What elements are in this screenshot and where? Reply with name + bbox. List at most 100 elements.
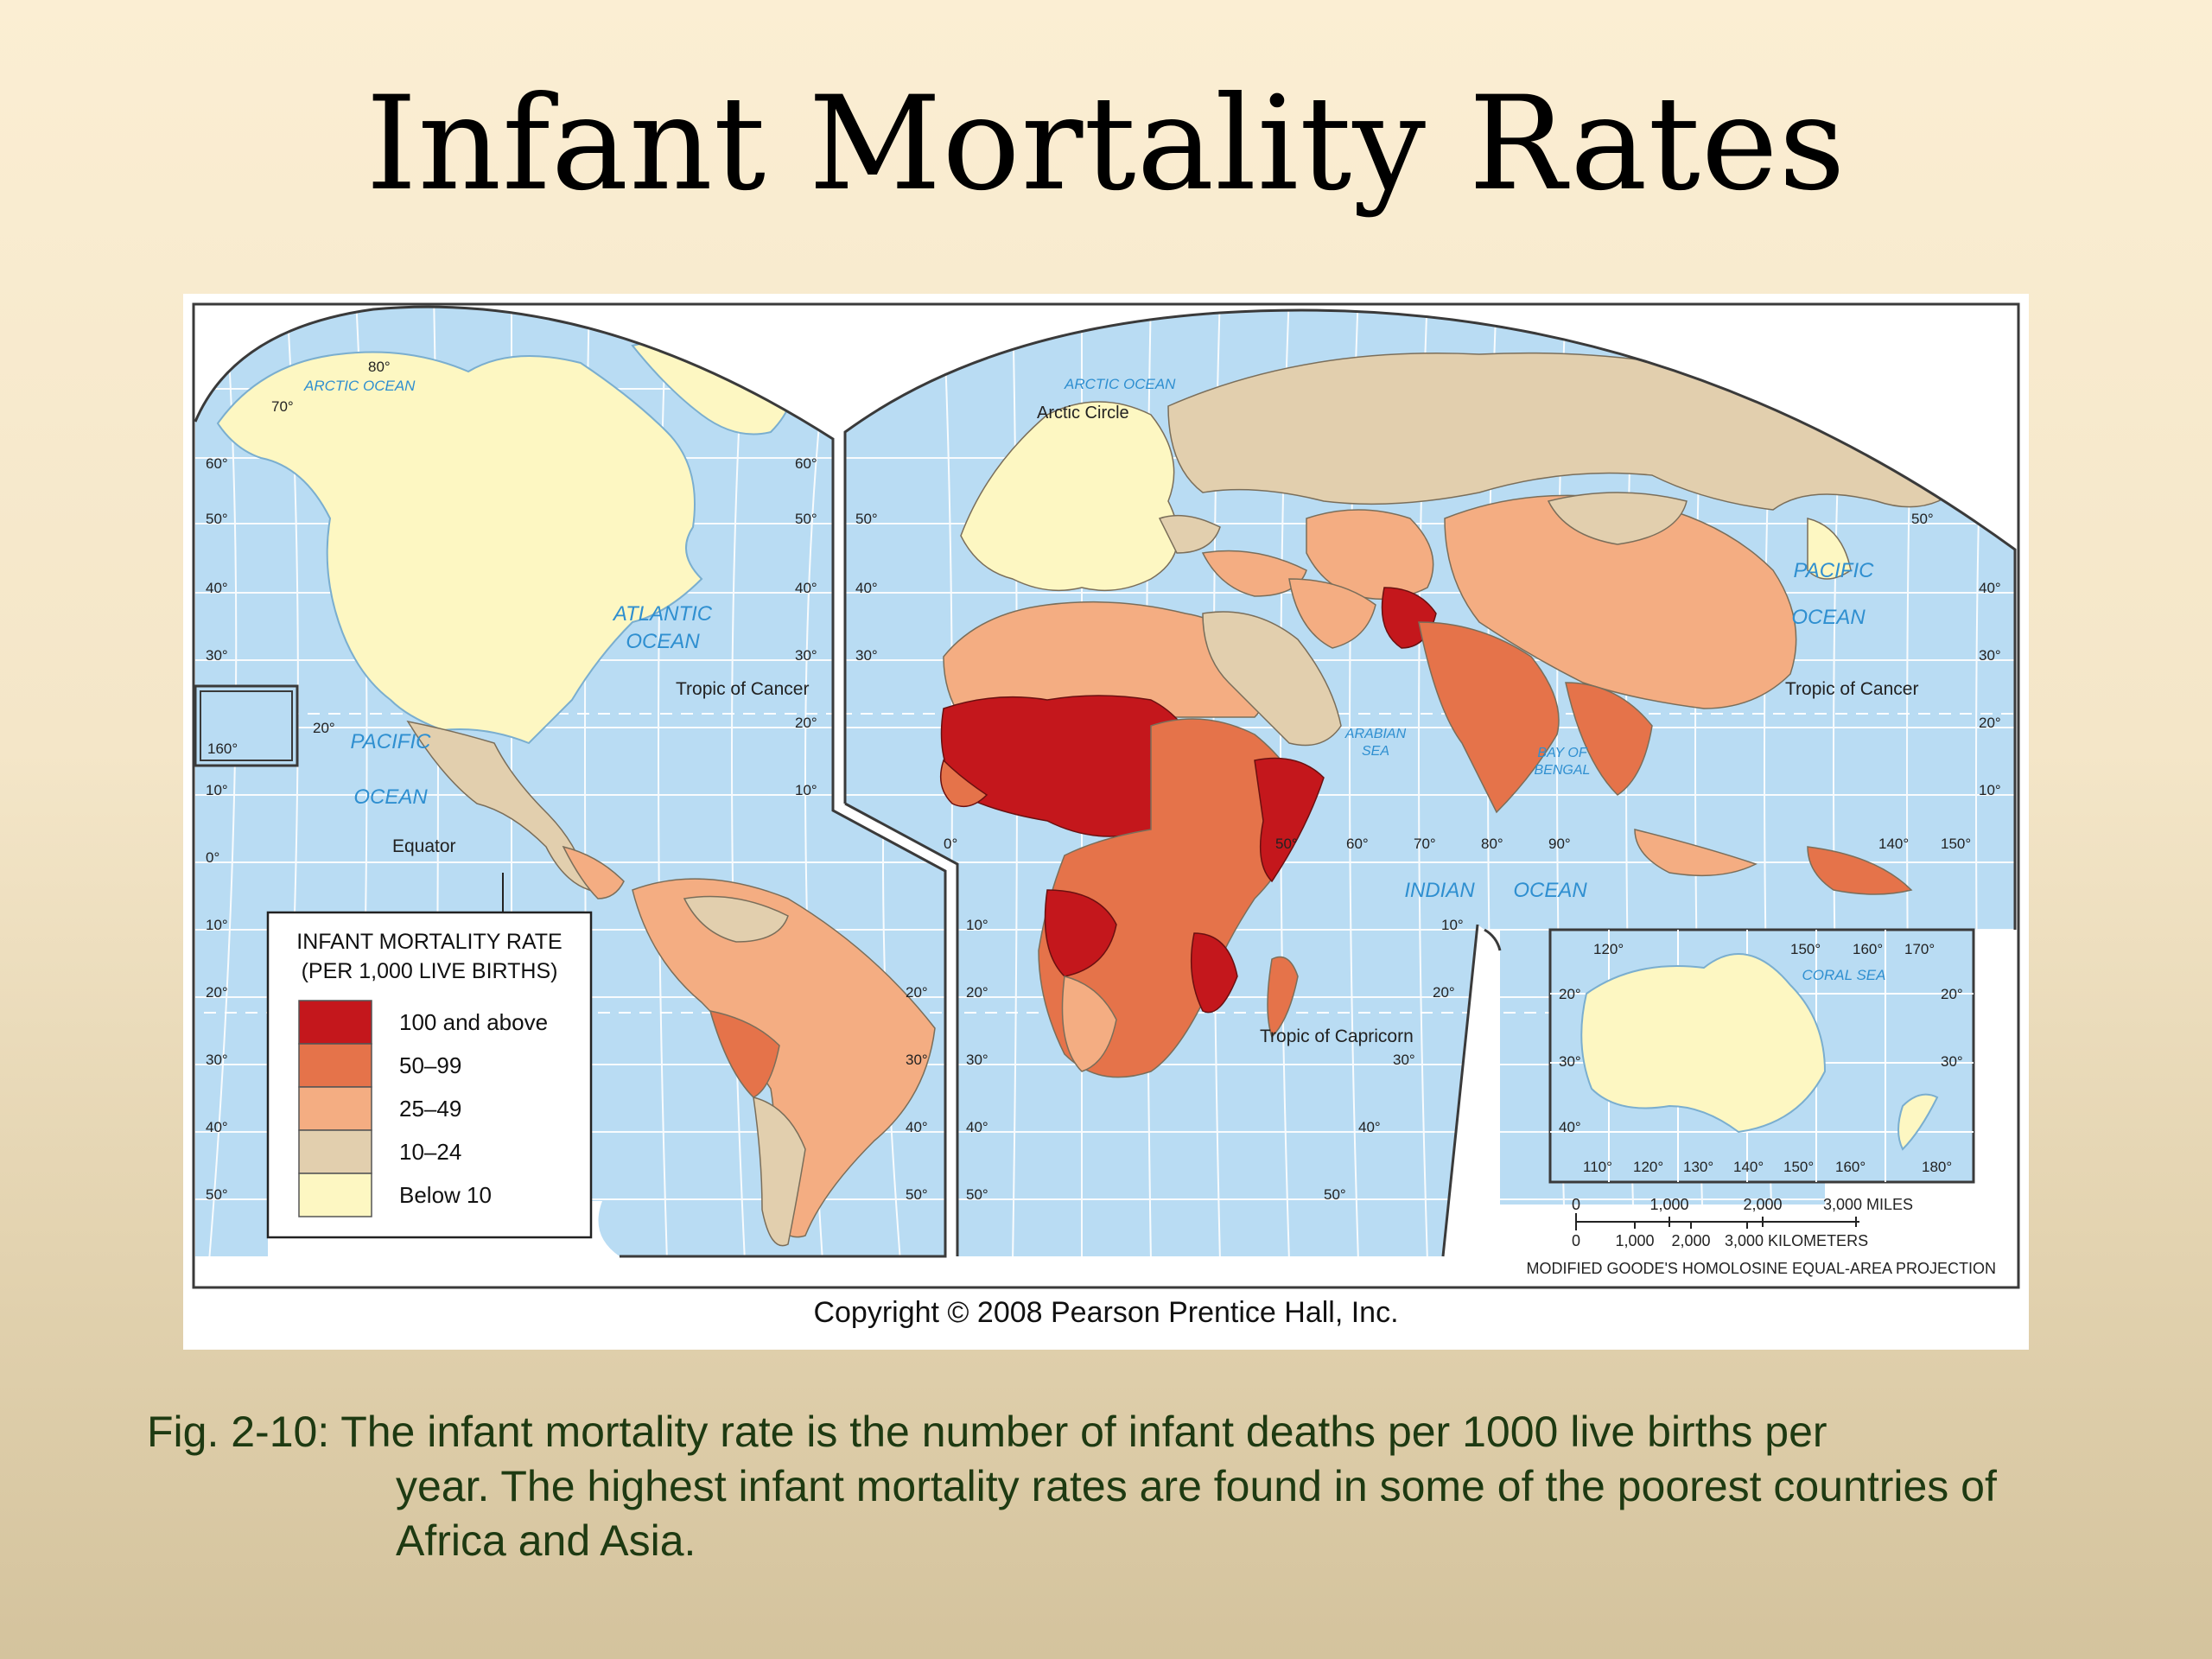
label-pacific-east-1: PACIFIC — [1794, 559, 1875, 582]
label-bengal-1: BAY OF — [1537, 746, 1587, 760]
lat-label-west-right: 10° — [795, 782, 817, 798]
lon-label-east: 60° — [1346, 836, 1369, 852]
lat-label-east-left: 10° — [966, 917, 988, 933]
lon-label-inset-bottom: 150° — [1783, 1159, 1814, 1175]
label-arctic-ocean-east: ARCTIC OCEAN — [1064, 376, 1176, 392]
slide-title: Infant Mortality Rates — [365, 69, 1847, 219]
iran-region — [1288, 578, 1376, 649]
legend-label: 25–49 — [399, 1096, 461, 1122]
label-indian-1: INDIAN — [1404, 879, 1475, 902]
legend-label: Below 10 — [399, 1182, 492, 1208]
lon-label-inset-bottom: 160° — [1835, 1159, 1866, 1175]
lon-label-inset-top: 170° — [1904, 941, 1935, 957]
madagascar-land — [1267, 956, 1299, 1039]
south-asia-region — [1418, 621, 1560, 814]
label-tropic-cancer-west: Tropic of Cancer — [676, 679, 809, 699]
feature-labels: Arctic Circle Tropic of Cancer Tropic of… — [392, 404, 1918, 1046]
caption-lead: Fig. 2-10: The infant mortality rate is … — [147, 1408, 1827, 1456]
scale-km-0: 0 — [1572, 1232, 1580, 1249]
scale-km-2000: 2,000 — [1671, 1232, 1710, 1249]
legend-title: INFANT MORTALITY RATE — [296, 930, 562, 954]
lon-label-east: 70° — [1414, 836, 1436, 852]
grid-labels: 80° 70° 60° 50° 40° 30° 20° 10° 0° 10° 20° 30° 40° 50… — [206, 359, 2001, 1203]
lat-label-east-left: 50° — [855, 511, 878, 527]
lat-label-east-right: 50° — [1911, 511, 1934, 527]
namibia-region — [1061, 976, 1117, 1072]
caption-rest: year. The highest infant mortality rates… — [396, 1462, 1997, 1565]
legend-swatch — [298, 1086, 372, 1131]
lat-label-east-right: 40° — [1979, 580, 2001, 596]
lat-label-west-left: 10° — [206, 917, 228, 933]
lon-label-hawaii: 160° — [207, 741, 238, 757]
scale-bar: 0 1,000 2,000 3,000 MILES 0 1,000 2,000 … — [1526, 1196, 1996, 1277]
lat-label-east-right: 50° — [1324, 1186, 1346, 1203]
lat-label-west-left: 0° — [206, 849, 219, 866]
lat-label-east-right: 10° — [1979, 782, 2001, 798]
legend-swatch — [298, 1173, 372, 1217]
lat-label-east-right: 20° — [1433, 984, 1455, 1001]
lon-label-east: 90° — [1548, 836, 1571, 852]
new-zealand-land — [1897, 1093, 1939, 1151]
hawaii-inset — [194, 684, 299, 767]
lon-label-inset-bottom: 120° — [1633, 1159, 1663, 1175]
legend-label: 50–99 — [399, 1052, 461, 1078]
copyright-note: Copyright © 2008 Pearson Prentice Hall, … — [813, 1296, 1399, 1329]
legend-label: 100 and above — [399, 1009, 548, 1035]
lat-label-west-left: 20° — [206, 984, 228, 1001]
lat-label-west-left: 50° — [206, 511, 228, 527]
southern-cone-region — [753, 1096, 806, 1247]
north-america-land — [216, 351, 703, 745]
ocean-labels: ARCTIC OCEAN ARCTIC OCEAN ATLANTIC OCEAN… — [303, 376, 1886, 983]
scale-mi-1000: 1,000 — [1649, 1196, 1688, 1213]
label-atlantic-1: ATLANTIC — [612, 602, 713, 626]
lat-label-inset-right: 20° — [1941, 986, 1963, 1002]
lat-label-east-left: 30° — [966, 1052, 988, 1068]
label-tropic-capricorn: Tropic of Capricorn — [1260, 1027, 1414, 1046]
lat-label-west-left: 10° — [206, 782, 228, 798]
lat-label-west-right: 30° — [795, 647, 817, 664]
lon-label-inset-bottom: 130° — [1683, 1159, 1713, 1175]
lon-label-inset-top: 120° — [1593, 941, 1624, 957]
lat-label-east-right: 10° — [1441, 917, 1464, 933]
legend-swatch — [298, 1043, 372, 1088]
lat-label-west-left: 30° — [206, 1052, 228, 1068]
scale-mi-2000: 2,000 — [1743, 1196, 1782, 1213]
mozambique-region — [1190, 932, 1238, 1014]
label-arctic-circle: Arctic Circle — [1037, 404, 1129, 423]
lat-label-inset-right: 30° — [1941, 1053, 1963, 1070]
label-pacific-west-2: OCEAN — [353, 785, 428, 809]
lat-label-west-left: 20° — [313, 720, 335, 736]
map-svg: ARCTIC OCEAN ARCTIC OCEAN ATLANTIC OCEAN… — [192, 302, 2020, 1289]
somalia-region — [1254, 757, 1325, 883]
lat-label-west-right: 30° — [906, 1052, 928, 1068]
scale-mi-0: 0 — [1572, 1196, 1580, 1213]
label-arabian-1: ARABIAN — [1344, 727, 1407, 741]
scale-km-1000: 1,000 — [1615, 1232, 1654, 1249]
lat-label-west-left: 70° — [271, 398, 294, 415]
bolivia-region — [709, 1010, 780, 1098]
scale-mi-3000: 3,000 MILES — [1823, 1196, 1913, 1213]
lat-label-east-right: 30° — [1393, 1052, 1415, 1068]
legend-swatch — [298, 1129, 372, 1174]
papua-region — [1807, 846, 1913, 895]
lon-label-inset-bottom: 110° — [1583, 1159, 1612, 1175]
lat-label-west-left: 30° — [206, 647, 228, 664]
lat-label-inset-left: 30° — [1559, 1053, 1581, 1070]
label-bengal-2: BENGAL — [1535, 763, 1591, 778]
lat-label-east-left: 40° — [855, 580, 878, 596]
mongolia-region — [1547, 492, 1688, 545]
lon-label-inset-top: 160° — [1853, 941, 1883, 957]
lat-label-east-right: 30° — [1979, 647, 2001, 664]
lat-label-west-left: 40° — [206, 580, 228, 596]
lon-label-inset-top: 150° — [1790, 941, 1821, 957]
lon-label-east: 80° — [1481, 836, 1503, 852]
lon-label-inset-bottom: 180° — [1922, 1159, 1952, 1175]
legend-label: 10–24 — [399, 1139, 461, 1165]
lon-label-east: 50° — [1275, 836, 1298, 852]
indonesia-region — [1634, 829, 1758, 877]
lon-label-east: 140° — [1878, 836, 1909, 852]
central-america-region — [562, 845, 625, 899]
legend: INFANT MORTALITY RATE (PER 1,000 LIVE BI… — [266, 873, 593, 1239]
scale-km-3000: 3,000 KILOMETERS — [1725, 1232, 1868, 1249]
label-arabian-2: SEA — [1362, 744, 1389, 759]
